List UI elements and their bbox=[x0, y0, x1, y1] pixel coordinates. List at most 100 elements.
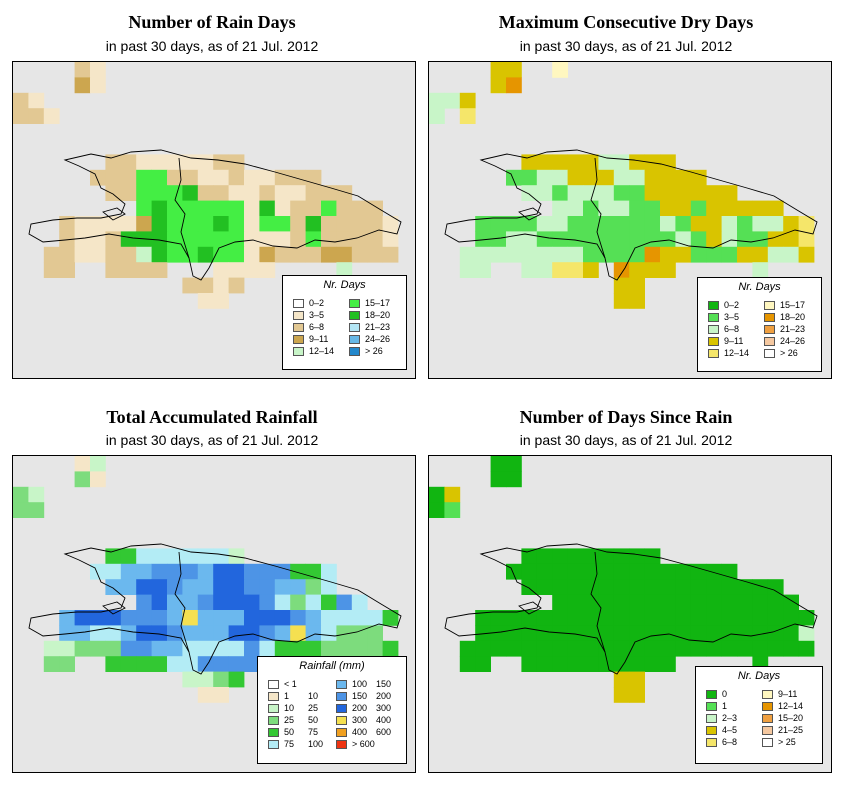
grid-cell bbox=[59, 640, 75, 657]
grid-cell bbox=[305, 185, 322, 201]
grid-cell bbox=[74, 456, 91, 472]
grid-cell bbox=[690, 216, 707, 232]
grid-cell bbox=[583, 231, 599, 248]
grid-cell bbox=[244, 563, 260, 580]
legend-swatch bbox=[764, 325, 775, 334]
grid-cell bbox=[598, 640, 615, 657]
grid-cell bbox=[629, 579, 645, 595]
grid-cell bbox=[475, 231, 491, 248]
grid-cell bbox=[197, 548, 214, 565]
grid-cell bbox=[43, 262, 60, 278]
coastline bbox=[28, 543, 402, 675]
grid-cell bbox=[660, 563, 676, 580]
grid-cell bbox=[598, 563, 615, 580]
grid-cell bbox=[305, 594, 322, 611]
panel-3-title: Total Accumulated Rainfall bbox=[106, 407, 318, 427]
coastline bbox=[102, 207, 126, 221]
grid-cell bbox=[136, 200, 152, 217]
grid-cell bbox=[613, 656, 630, 672]
grid-cell bbox=[598, 579, 615, 595]
grid-cell bbox=[213, 200, 229, 217]
grid-cell bbox=[675, 610, 692, 626]
grid-cell bbox=[167, 579, 183, 595]
grid-cell bbox=[552, 262, 568, 278]
grid-cell bbox=[506, 471, 522, 488]
grid-cell bbox=[290, 640, 306, 657]
legend-swatch bbox=[708, 301, 719, 310]
grid-cell bbox=[506, 169, 522, 186]
grid-cell bbox=[737, 594, 753, 611]
grid-cell bbox=[660, 625, 676, 642]
grid-cell bbox=[706, 594, 722, 611]
grid-cell bbox=[690, 246, 707, 263]
grid-cell bbox=[13, 92, 29, 109]
grid-cell bbox=[613, 262, 630, 278]
legend-label: 18–20 bbox=[365, 310, 391, 320]
grid-cell bbox=[90, 246, 106, 263]
legend-swatch bbox=[336, 728, 347, 737]
grid-cell bbox=[290, 169, 306, 186]
grid-cell bbox=[644, 594, 661, 611]
grid-cell bbox=[629, 293, 645, 309]
grid-cell bbox=[321, 231, 337, 248]
grid-cell bbox=[737, 216, 753, 232]
grid-cell bbox=[798, 640, 815, 657]
grid-cell bbox=[167, 200, 183, 217]
grid-cell bbox=[244, 169, 260, 186]
legend-swatch bbox=[708, 337, 719, 346]
grid-cell bbox=[613, 594, 630, 611]
grid-cell bbox=[644, 640, 661, 657]
grid-cell bbox=[475, 640, 491, 657]
grid-cell bbox=[660, 216, 676, 232]
grid-cell bbox=[521, 216, 538, 232]
grid-cell bbox=[629, 154, 645, 171]
grid-cell bbox=[59, 231, 75, 248]
grid-cell bbox=[613, 687, 630, 703]
grid-cell bbox=[120, 625, 137, 642]
grid-cell bbox=[120, 154, 137, 171]
grid-cell bbox=[74, 246, 91, 263]
grid-cell bbox=[536, 154, 553, 171]
grid-cell bbox=[721, 625, 738, 642]
legend-swatch bbox=[706, 702, 717, 711]
grid-cell bbox=[567, 610, 584, 626]
grid-cell bbox=[59, 656, 75, 672]
grid-cell bbox=[706, 185, 722, 201]
grid-cell bbox=[567, 579, 584, 595]
grid-cell bbox=[629, 277, 645, 294]
grid-cell bbox=[136, 169, 152, 186]
grid-cell bbox=[167, 169, 183, 186]
grid-cell bbox=[336, 231, 353, 248]
grid-cell bbox=[598, 231, 615, 248]
grid-cell bbox=[13, 502, 29, 518]
grid-cell bbox=[197, 687, 214, 703]
legend-swatch bbox=[708, 349, 719, 358]
grid-cell bbox=[767, 200, 784, 217]
grid-cell bbox=[629, 625, 645, 642]
grid-cell bbox=[13, 486, 29, 503]
grid-cell bbox=[552, 610, 568, 626]
grid-cell bbox=[583, 246, 599, 263]
grid-cell bbox=[213, 216, 229, 232]
grid-cell bbox=[351, 625, 368, 642]
legend-label: 9–11 bbox=[309, 334, 329, 344]
grid-cell bbox=[690, 640, 707, 657]
grid-cell bbox=[506, 62, 522, 78]
grid-cell bbox=[367, 640, 383, 657]
legend-swatch bbox=[293, 347, 304, 356]
grid-cell bbox=[552, 62, 568, 78]
grid-cell bbox=[644, 231, 661, 248]
grid-cell bbox=[182, 594, 199, 611]
grid-cell bbox=[690, 563, 707, 580]
grid-cell bbox=[598, 246, 615, 263]
legend-label: > 600 bbox=[352, 739, 375, 749]
grid-cell bbox=[336, 185, 353, 201]
grid-cell bbox=[629, 594, 645, 611]
legend-label: > 26 bbox=[365, 346, 383, 356]
grid-cell bbox=[767, 594, 784, 611]
grid-cell bbox=[567, 216, 584, 232]
grid-cell bbox=[228, 246, 245, 263]
grid-cell bbox=[321, 185, 337, 201]
legend-label-upper: 300 bbox=[376, 703, 392, 713]
grid-cell bbox=[506, 216, 522, 232]
